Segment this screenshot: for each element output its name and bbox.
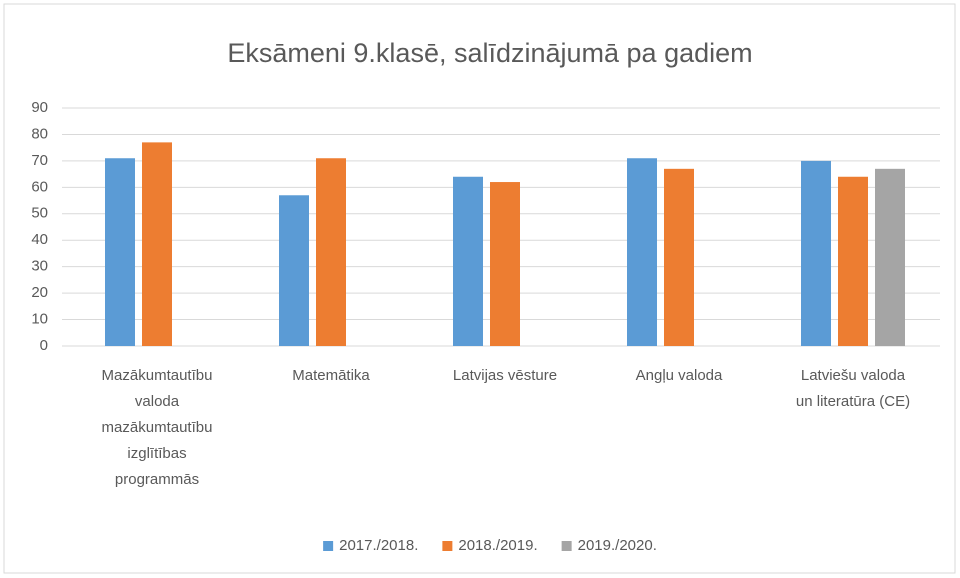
- bar: [453, 176, 483, 346]
- x-tick-label-line: Matemātika: [292, 367, 370, 384]
- legend-label: 2019./2020.: [578, 537, 657, 554]
- x-tick-label-line: Latvijas vēsture: [453, 367, 557, 384]
- x-tick-label-line: Angļu valoda: [636, 367, 723, 384]
- legend-label: 2017./2018.: [339, 537, 418, 554]
- x-tick-label-line: un literatūra (CE): [796, 393, 910, 410]
- x-tick-label-line: Mazākumtautību: [102, 367, 213, 384]
- bar: [801, 160, 831, 346]
- x-tick-label: Mazākumtautību valoda mazākumtautību izglīt…: [102, 367, 213, 488]
- x-tick-label-line: programmās: [115, 471, 199, 488]
- x-tick-label: Latviešu valoda un literatūra (CE): [796, 367, 910, 410]
- y-tick-label: 0: [40, 337, 48, 354]
- x-tick-label-line: valoda: [135, 393, 180, 410]
- bar: [142, 142, 172, 346]
- bar: [664, 168, 694, 346]
- bar: [316, 158, 346, 346]
- bar: [279, 195, 309, 346]
- bar: [875, 168, 905, 346]
- bar: [105, 158, 135, 346]
- y-tick-label: 90: [31, 99, 48, 116]
- x-tick-label: Matemātika: [292, 367, 370, 384]
- bar: [490, 182, 520, 346]
- y-tick-label: 20: [31, 284, 48, 301]
- legend-swatch: [561, 541, 572, 551]
- x-tick-label-line: izglītības: [127, 445, 186, 462]
- y-tick-label: 80: [31, 125, 48, 142]
- chart-title: Eksāmeni 9.klasē, salīdzinājumā pa gadie…: [227, 38, 752, 68]
- y-tick-label: 40: [31, 231, 48, 248]
- y-tick-label: 10: [31, 311, 48, 328]
- y-tick-label: 50: [31, 205, 48, 222]
- y-tick-label: 30: [31, 258, 48, 275]
- y-tick-label: 60: [31, 178, 48, 195]
- bar: [838, 176, 868, 346]
- legend-swatch: [442, 541, 453, 551]
- bar: [627, 158, 657, 346]
- x-tick-label-line: Latviešu valoda: [801, 367, 906, 384]
- x-tick-label: Angļu valoda: [636, 367, 723, 384]
- x-tick-label-line: mazākumtautību: [102, 419, 213, 436]
- legend-label: 2018./2019.: [458, 537, 537, 554]
- y-tick-label: 70: [31, 152, 48, 169]
- x-tick-label: Latvijas vēsture: [453, 367, 557, 384]
- legend-swatch: [323, 541, 334, 551]
